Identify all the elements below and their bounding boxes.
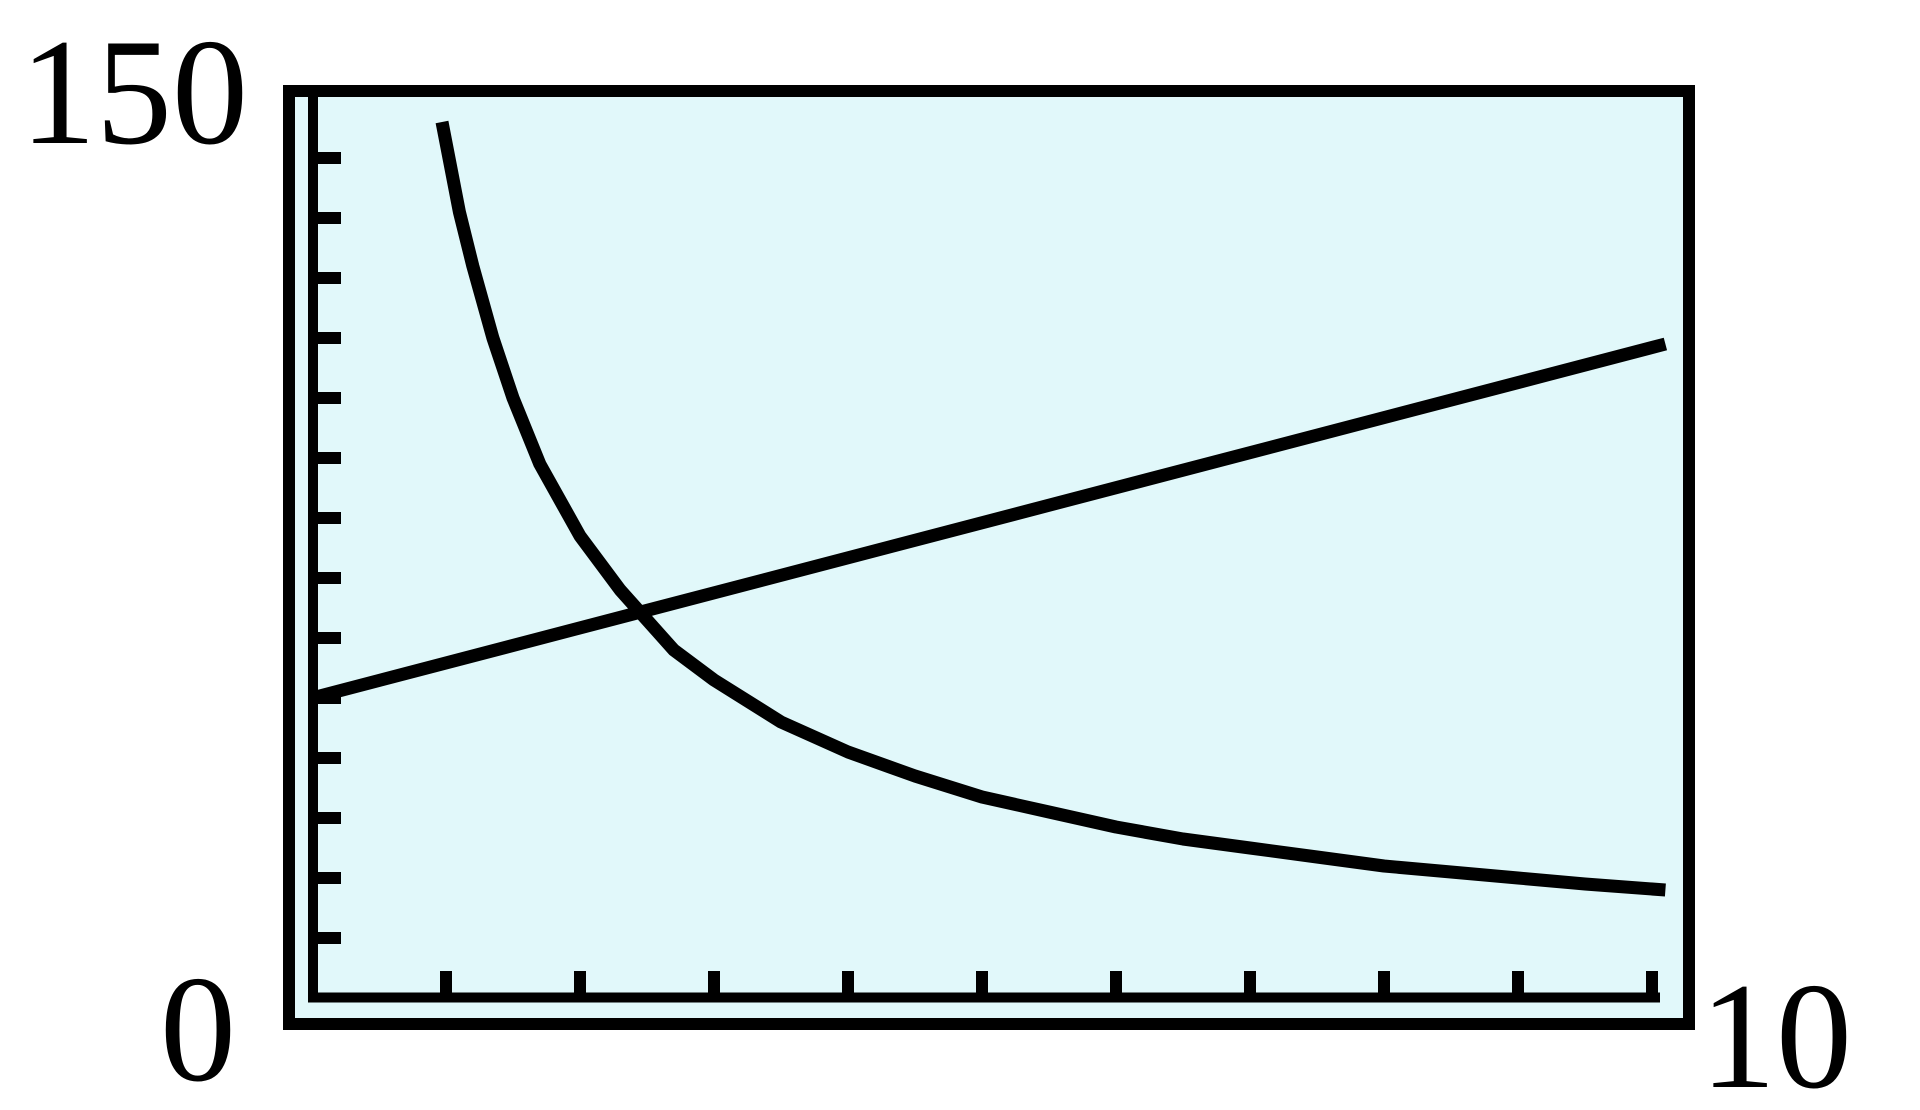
plot-box [283,85,1695,1030]
y-axis-max-label: 150 [20,8,248,176]
x-axis-max-label: 10 [1700,952,1852,1110]
origin-label: 0 [160,945,236,1110]
axes-line [308,97,1660,1003]
data-series [310,120,1668,897]
falling-curve [435,120,1666,897]
rising-line [310,337,1668,705]
